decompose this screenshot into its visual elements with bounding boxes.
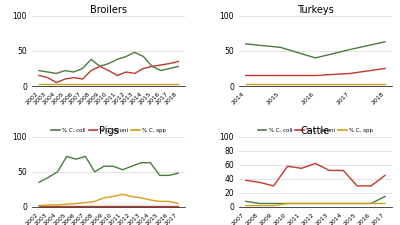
Title: Turkeys: Turkeys xyxy=(297,5,334,15)
Legend: % C. coli, % C. jejuni, % C. spp: % C. coli, % C. jejuni, % C. spp xyxy=(49,125,168,135)
Title: Cattle: Cattle xyxy=(301,126,330,136)
Title: Pigs: Pigs xyxy=(99,126,118,136)
Legend: % C. coli, % C. jejuni, % C. spp: % C. coli, % C. jejuni, % C. spp xyxy=(256,125,375,135)
Title: Broilers: Broilers xyxy=(90,5,127,15)
